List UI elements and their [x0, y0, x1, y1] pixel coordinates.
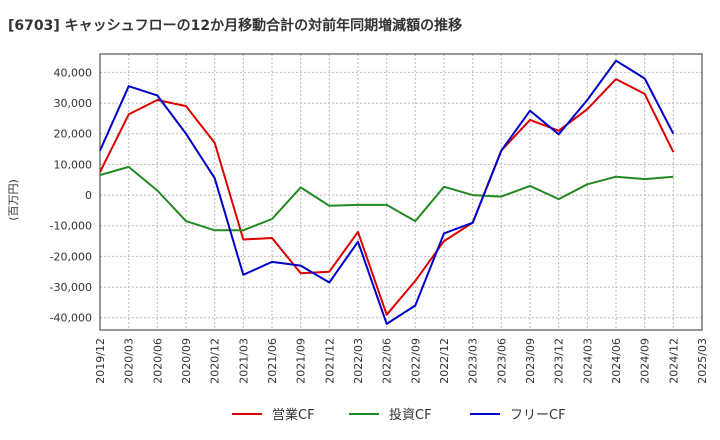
series-lines — [99, 59, 675, 325]
grid — [99, 54, 703, 330]
y-tick-label: -20,000 — [50, 250, 92, 263]
chart-title: [6703] キャッシュフローの12か月移動合計の対前年同期増減額の推移 — [8, 17, 462, 34]
y-tick-label: 0 — [85, 189, 92, 202]
legend-label: 投資CF — [389, 407, 432, 423]
y-tick-label: 30,000 — [54, 97, 93, 110]
x-tick-label: 2020/03 — [123, 338, 136, 384]
x-tick-label: 2019/12 — [94, 338, 107, 384]
x-tick-label: 2020/09 — [180, 338, 193, 384]
x-tick-label: 2024/03 — [581, 338, 594, 384]
x-tick-label: 2020/12 — [209, 338, 222, 384]
x-tick-label: 2023/09 — [524, 338, 537, 384]
series-line-フリーCF — [99, 59, 675, 325]
x-tick-label: 2024/06 — [610, 338, 623, 384]
x-tick-label: 2021/06 — [266, 338, 279, 384]
legend-label: フリーCF — [510, 408, 566, 423]
x-tick-label: 2021/12 — [323, 338, 336, 384]
y-tick-label: 10,000 — [54, 158, 93, 171]
y-axis-label: (百万円) — [7, 179, 20, 221]
axes: -40,000 -30,000 -20,000 -10,000 0 10,000 20,00… — [50, 53, 709, 384]
x-tick-label: 2023/12 — [553, 338, 566, 384]
legend-label: 営業CF — [272, 407, 315, 423]
x-tick-label: 2022/03 — [352, 338, 365, 384]
x-tick-label: 2025/03 — [696, 338, 709, 384]
y-tick-label: -40,000 — [50, 312, 92, 325]
plot-frame — [99, 53, 703, 331]
y-tick-label: -30,000 — [50, 281, 92, 294]
x-tick-label: 2024/09 — [639, 338, 652, 384]
series-line-投資CF — [99, 165, 674, 232]
x-tick-label: 2022/09 — [409, 338, 422, 384]
x-tick-label: 2022/12 — [438, 338, 451, 384]
x-tick-label: 2023/03 — [467, 338, 480, 384]
x-tick-label: 2023/06 — [495, 338, 508, 384]
y-tick-label: -10,000 — [50, 220, 92, 233]
x-tick-label: 2021/03 — [237, 338, 250, 384]
y-tick-label: 20,000 — [54, 128, 93, 141]
x-tick-label: 2024/12 — [667, 338, 680, 384]
series-line-営業CF — [99, 78, 675, 316]
x-tick-label: 2020/06 — [151, 338, 164, 384]
x-tick-label: 2022/06 — [381, 338, 394, 384]
y-tick-label: 40,000 — [54, 66, 93, 79]
legend: 営業CF 投資CF フリーCF — [232, 407, 566, 423]
x-tick-label: 2021/09 — [295, 338, 308, 384]
